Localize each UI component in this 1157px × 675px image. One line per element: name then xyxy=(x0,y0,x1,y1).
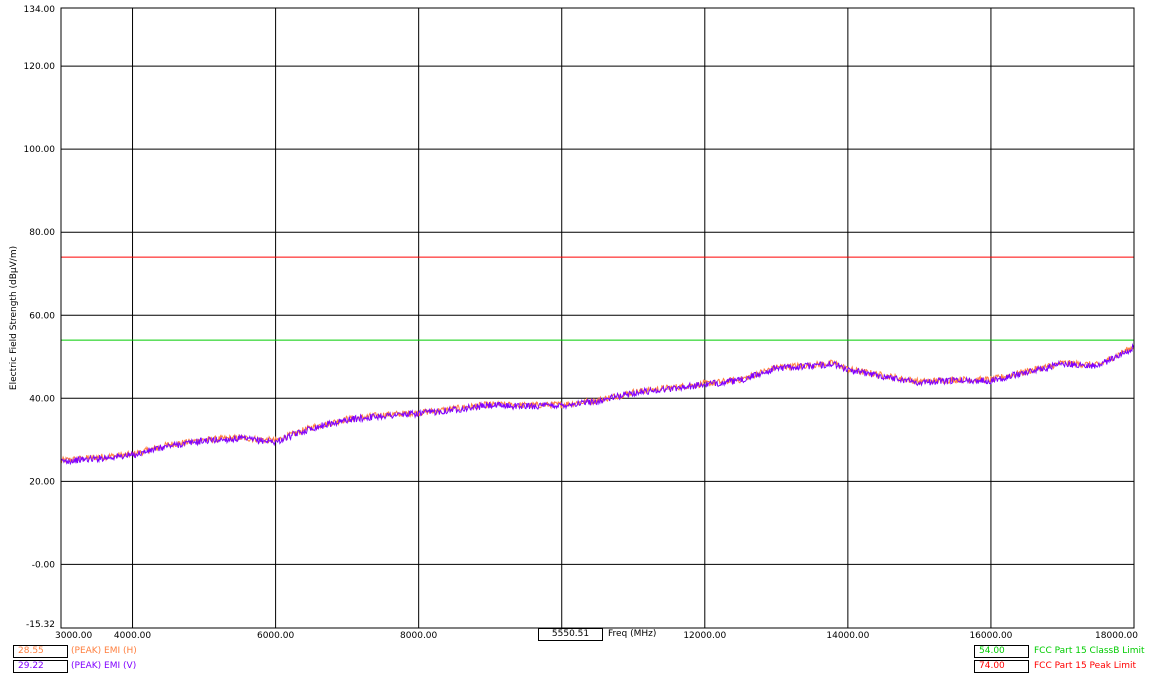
y-tick-label: 100.00 xyxy=(24,145,56,155)
legend-value-h: 28.55 xyxy=(13,645,68,658)
x-tick-label: 3000.00 xyxy=(55,631,92,641)
plot-border xyxy=(60,7,1135,629)
x-tick-label: 16000.00 xyxy=(969,631,1012,641)
y-tick-label: 120.00 xyxy=(24,62,56,72)
legend-value-classb: 54.00 xyxy=(974,645,1029,658)
grid xyxy=(61,8,1134,628)
y-tick-labels: 134.00 120.00 100.00 80.00 60.00 40.00 20.00 -0… xyxy=(24,5,56,630)
x-tick-label: 8000.00 xyxy=(400,631,437,641)
legend-label-v: (PEAK) EMI (V) xyxy=(71,661,137,671)
x-tick-label: 18000.00 xyxy=(1095,631,1138,641)
cursor-frequency-readout: 5550.51 xyxy=(538,628,603,641)
y-tick-label: 40.00 xyxy=(29,394,55,404)
series-lines xyxy=(60,342,1135,466)
x-tick-label: 12000.00 xyxy=(683,631,726,641)
y-tick-label: -15.32 xyxy=(26,620,55,630)
y-tick-label: 20.00 xyxy=(29,477,55,487)
legend-value-v: 29.22 xyxy=(13,660,68,673)
series-line-h xyxy=(60,345,1134,464)
x-tick-label: 4000.00 xyxy=(114,631,151,641)
x-tick-label: 14000.00 xyxy=(826,631,869,641)
y-axis-title: Electric Field Strength (dBµV/m) xyxy=(9,246,19,390)
y-tick-label: -0.00 xyxy=(32,560,56,570)
legend-label-peak: FCC Part 15 Peak Limit xyxy=(1034,661,1137,671)
legend-value-peak: 74.00 xyxy=(974,660,1029,673)
x-tick-label: 6000.00 xyxy=(257,631,294,641)
limit-lines xyxy=(61,256,1134,341)
legend-label-h: (PEAK) EMI (H) xyxy=(71,646,137,656)
legend-label-classb: FCC Part 15 ClassB Limit xyxy=(1034,646,1145,656)
y-tick-label: 60.00 xyxy=(29,311,55,321)
series-line-v xyxy=(60,342,1135,466)
x-axis-title: Freq (MHz) xyxy=(608,629,657,639)
y-tick-label: 80.00 xyxy=(29,228,55,238)
y-tick-label: 134.00 xyxy=(24,5,56,15)
